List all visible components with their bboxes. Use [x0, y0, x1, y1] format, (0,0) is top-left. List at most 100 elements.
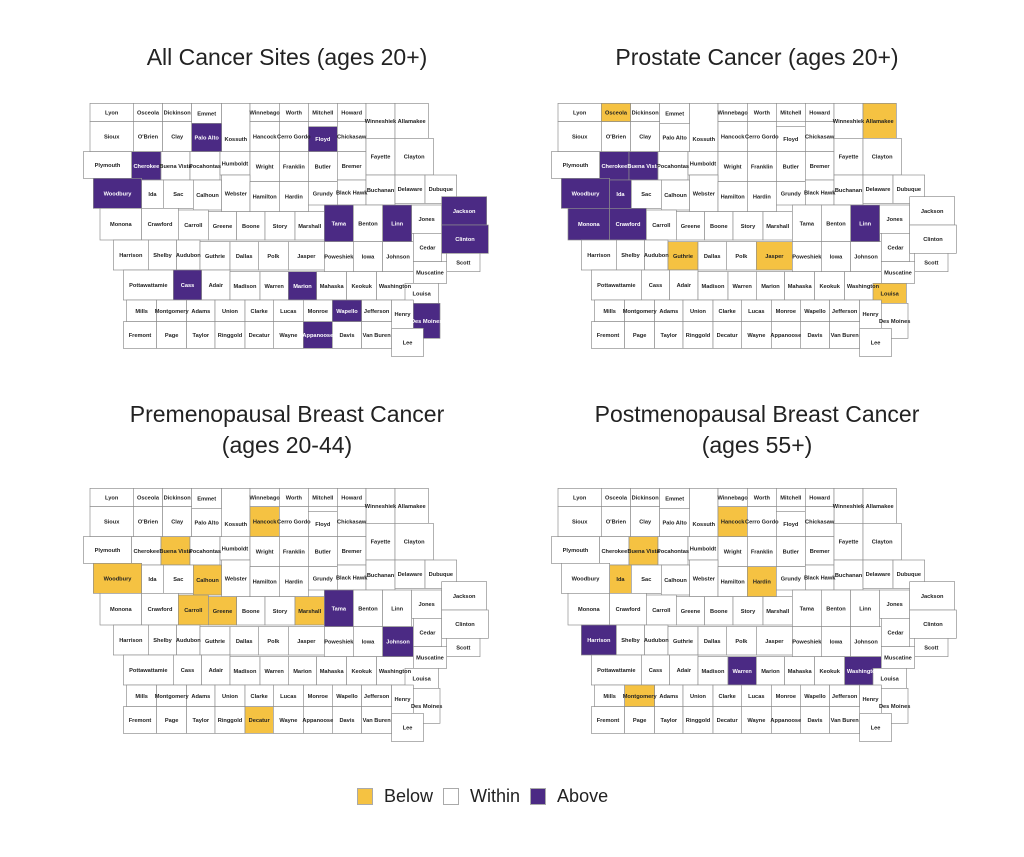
county-fremont	[123, 706, 157, 734]
county-label: Wapello	[336, 309, 358, 315]
county-label: Poweshiek	[792, 640, 822, 646]
county-davis	[800, 706, 830, 734]
county-label: Mitchell	[780, 496, 801, 502]
county-label: Jones	[418, 602, 434, 608]
county-clay	[162, 121, 192, 152]
county-label: Mahaska	[788, 284, 813, 290]
map-title-all-cancer: All Cancer Sites (ages 20+)	[52, 42, 522, 73]
county-label: Carroll	[184, 223, 203, 229]
county-label: Guthrie	[205, 254, 225, 260]
county-label: Muscatine	[884, 656, 912, 662]
county-label: Boone	[242, 224, 260, 230]
county-wright	[717, 536, 748, 567]
county-label: Henry	[394, 312, 411, 318]
county-label: Hancock	[721, 135, 745, 141]
county-label: Grundy	[313, 191, 334, 197]
county-label: Wayne	[747, 333, 765, 339]
county-jackson	[441, 196, 487, 226]
county-label: Fremont	[597, 333, 620, 339]
county-label: Franklin	[283, 550, 306, 556]
county-label: Buchanan	[367, 573, 395, 579]
county-buena-vista	[160, 151, 191, 181]
county-label: Scott	[924, 261, 938, 267]
county-label: Franklin	[751, 550, 774, 556]
county-label: Mitchell	[312, 496, 333, 502]
county-label: Greene	[213, 609, 233, 615]
county-label: Adair	[209, 283, 224, 289]
county-label: Worth	[754, 111, 771, 117]
county-label: Allamakee	[398, 504, 426, 510]
map-svg: Lyon Osceola Dickinson Emmet Kossuth Winnebag…	[83, 103, 489, 357]
county-black-hawk	[336, 179, 367, 206]
county-label: Kossuth	[225, 137, 248, 143]
county-adair	[201, 269, 231, 301]
county-label: Sac	[641, 192, 651, 198]
title-line: (ages 20-44)	[221, 432, 353, 458]
county-label: Dubuque	[429, 187, 454, 193]
county-polk	[258, 626, 289, 656]
county-label: Buena Vista	[159, 164, 192, 170]
county-plymouth	[83, 151, 132, 179]
county-label: Butler	[315, 165, 332, 171]
county-label: Scott	[456, 646, 470, 652]
county-label: Mills	[135, 309, 148, 315]
county-label: Calhoun	[664, 578, 687, 584]
county-label: Carroll	[652, 223, 671, 229]
county-label: Grundy	[781, 191, 802, 197]
county-label: Jasper	[297, 639, 316, 645]
county-label: Woodbury	[572, 191, 601, 197]
county-label: Winneshiek	[365, 119, 397, 125]
county-label: Wapello	[804, 309, 826, 315]
county-label: Montgomery	[155, 694, 190, 700]
county-cass	[641, 269, 670, 301]
county-sac	[162, 564, 194, 594]
county-taylor	[654, 706, 684, 734]
county-label: Carroll	[652, 608, 671, 614]
county-van-buren	[361, 321, 392, 349]
county-label: Wright	[724, 165, 742, 171]
county-label: Johnson	[386, 255, 410, 261]
map-svg: Lyon Osceola Dickinson Emmet Kossuth Winnebag…	[83, 487, 489, 742]
county-label: Guthrie	[673, 639, 693, 645]
county-label: Jackson	[921, 209, 944, 215]
county-label: Page	[165, 333, 179, 339]
county-floyd	[308, 126, 338, 152]
legend-item-above: Above	[530, 786, 608, 807]
county-label: Greene	[213, 224, 233, 230]
county-label: Winneshiek	[365, 504, 397, 510]
county-label: Dubuque	[429, 572, 454, 578]
county-label: Woodbury	[104, 576, 133, 582]
county-label: Union	[690, 309, 707, 315]
county-label: Pocahontas	[657, 549, 689, 555]
county-label: Buena Vista	[627, 164, 660, 170]
county-label: Jones	[418, 217, 434, 223]
county-label: Pocahontas	[189, 549, 221, 555]
county-label: Marshall	[766, 224, 789, 230]
county-label: Palo Alto	[663, 521, 688, 527]
county-label: Shelby	[621, 253, 640, 259]
county-label: Marion	[293, 669, 312, 675]
county-label: Jackson	[921, 594, 944, 600]
county-label: Decatur	[717, 333, 739, 339]
county-clinton	[909, 609, 957, 639]
county-label: Pottawattamie	[129, 668, 167, 674]
county-madison	[229, 271, 261, 301]
county-label: Van Buren	[831, 718, 860, 724]
county-label: Madison	[234, 284, 257, 290]
county-label: Greene	[681, 609, 701, 615]
county-pottawattamie	[591, 269, 642, 301]
county-label: Madison	[234, 669, 257, 675]
county-label: Osceola	[605, 111, 628, 117]
county-label: Humboldt	[690, 546, 717, 552]
county-label: Washington	[379, 669, 412, 675]
county-dallas	[229, 241, 259, 271]
county-label: Crawford	[148, 607, 173, 613]
county-label: Allamakee	[398, 119, 426, 125]
county-label: Cedar	[887, 631, 904, 637]
county-story	[732, 596, 764, 626]
legend-label: Above	[557, 786, 609, 806]
county-palo-alto	[659, 123, 690, 152]
county-label: Mills	[603, 309, 616, 315]
county-label: Polk	[267, 254, 280, 260]
county-label: Jackson	[453, 209, 476, 215]
